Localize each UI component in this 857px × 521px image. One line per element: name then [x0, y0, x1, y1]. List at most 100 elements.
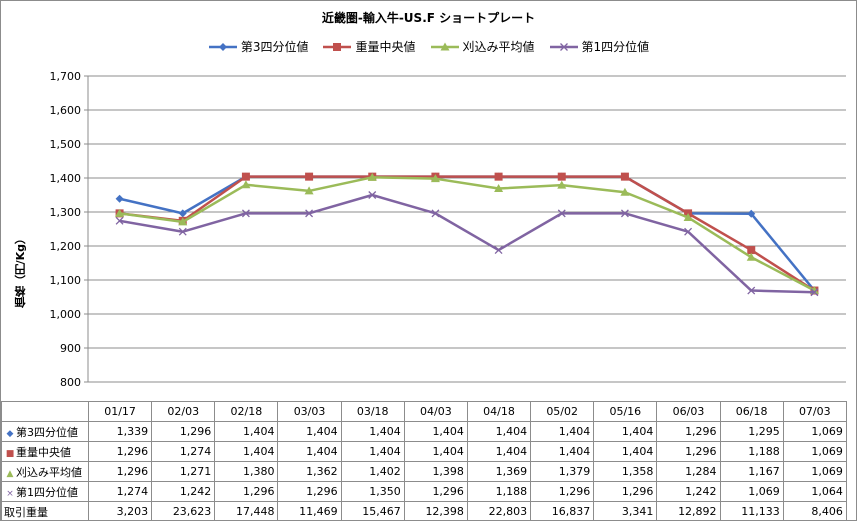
data-point — [115, 216, 124, 225]
data-point — [810, 288, 819, 297]
y-tick-label: 1,500 — [50, 138, 82, 151]
table-corner — [1, 401, 89, 422]
data-point — [494, 246, 503, 255]
legend-swatch — [549, 42, 578, 51]
y-tick-label: 1,300 — [50, 206, 82, 219]
y-tick-label: 1,100 — [50, 274, 82, 287]
data-label: 1,296 — [656, 441, 721, 462]
data-label: 1,284 — [656, 461, 721, 482]
data-label: 1,296 — [530, 481, 595, 502]
data-point — [683, 212, 693, 221]
legend-item: 第1四分位値 — [549, 38, 649, 55]
legend-swatch — [208, 42, 237, 51]
data-label: 12,892 — [656, 501, 721, 520]
table-row: × 第1四分位値 1,274 1,242 1,296 1,296 1,350 1,296 1,1… — [1, 481, 847, 502]
data-point — [620, 209, 629, 218]
table-row: ■ 重量中央値 1,296 1,274 1,404 1,404 1,404 1,404 1,40… — [1, 441, 847, 462]
y-tick-label: 900 — [60, 342, 81, 355]
data-point — [333, 42, 342, 51]
row-label-text: 取引重量 — [4, 505, 48, 519]
data-label: 1,296 — [214, 481, 279, 502]
series-line — [119, 193, 815, 294]
data-label: 1,380 — [214, 461, 279, 482]
row-label: ■ 重量中央値 — [1, 441, 89, 462]
data-point — [747, 286, 756, 295]
data-label: 1,069 — [782, 441, 847, 462]
data-label: 1,379 — [530, 461, 595, 482]
data-label: 1,404 — [340, 441, 405, 462]
data-label: 1,404 — [277, 421, 342, 442]
data-label: 1,296 — [656, 421, 721, 442]
legend-item: 第3四分位値 — [208, 38, 308, 55]
data-label: 22,803 — [466, 501, 532, 520]
data-label: 1,404 — [403, 441, 468, 462]
row-label-text: 第1四分位値 — [16, 485, 78, 499]
data-point — [557, 180, 567, 189]
data-point — [620, 187, 630, 196]
data-label: 8,406 — [782, 501, 847, 520]
data-point — [431, 209, 440, 218]
data-label: 1,242 — [151, 481, 216, 502]
data-label: 1,069 — [782, 461, 847, 482]
row-label-text: 刈込み平均値 — [16, 465, 82, 479]
data-label: 1,404 — [214, 421, 279, 442]
row-label-text: 第3四分位値 — [16, 425, 78, 439]
x-tick-label: 06/18 — [719, 401, 784, 422]
data-label: 11,133 — [719, 501, 784, 520]
row-marker-icon: ◆ — [6, 428, 14, 439]
x-tick-label: 03/03 — [277, 401, 342, 422]
data-point — [747, 246, 756, 255]
row-label-text: 重量中央値 — [16, 445, 71, 459]
data-label: 1,398 — [403, 461, 468, 482]
row-label: 取引重量 — [1, 501, 89, 520]
y-tick-label: 1,200 — [50, 240, 82, 253]
data-label: 1,296 — [403, 481, 468, 502]
x-tick-label: 04/18 — [466, 401, 532, 422]
legend-swatch — [430, 42, 459, 50]
row-marker-icon: ▲ — [6, 468, 14, 479]
y-axis-label: 価格（円/Kg） — [14, 233, 27, 309]
data-point — [557, 172, 566, 181]
data-point — [241, 209, 250, 218]
x-tick-label: 07/03 — [782, 401, 847, 422]
y-tick-label: 1,000 — [50, 308, 82, 321]
x-tick-label: 03/18 — [340, 401, 405, 422]
x-tick-label: 06/03 — [656, 401, 721, 422]
data-point — [430, 174, 440, 183]
data-label: 11,469 — [277, 501, 342, 520]
data-label: 1,339 — [87, 421, 153, 442]
data-label: 1,188 — [466, 481, 532, 502]
data-label: 1,404 — [466, 421, 532, 442]
data-label: 1,296 — [151, 421, 216, 442]
row-marker-icon: × — [6, 488, 14, 499]
data-label: 15,467 — [340, 501, 405, 520]
y-tick-label: 1,600 — [50, 104, 82, 117]
data-label: 1,296 — [277, 481, 342, 502]
plot-area: 800 900 1,000 1,100 1,200 1,300 1,400 1,500 1,60… — [50, 70, 846, 389]
data-label: 1,404 — [530, 421, 595, 442]
row-label: ◆ 第3四分位値 — [1, 421, 89, 442]
row-label: ▲ 刈込み平均値 — [1, 461, 89, 482]
data-label: 23,623 — [151, 501, 216, 520]
data-label: 1,404 — [466, 441, 532, 462]
data-point — [218, 42, 227, 51]
data-label: 1,404 — [593, 441, 658, 462]
data-point — [494, 184, 504, 193]
data-label: 1,069 — [719, 481, 784, 502]
data-label: 1,295 — [719, 421, 784, 442]
data-point — [494, 172, 503, 181]
data-point — [115, 194, 124, 203]
data-label: 1,188 — [719, 441, 784, 462]
data-point — [746, 252, 756, 261]
data-point — [241, 180, 251, 189]
data-label: 1,274 — [151, 441, 216, 462]
table-header-row: 01/17 02/03 02/18 03/03 03/18 04/03 04/18 05/02… — [1, 401, 847, 422]
data-label: 1,362 — [277, 461, 342, 482]
data-point — [620, 172, 629, 181]
data-label: 1,271 — [151, 461, 216, 482]
x-tick-label: 04/03 — [403, 401, 468, 422]
data-point — [368, 191, 377, 199]
data-point — [557, 209, 566, 218]
y-tick-label: 1,400 — [50, 172, 82, 185]
